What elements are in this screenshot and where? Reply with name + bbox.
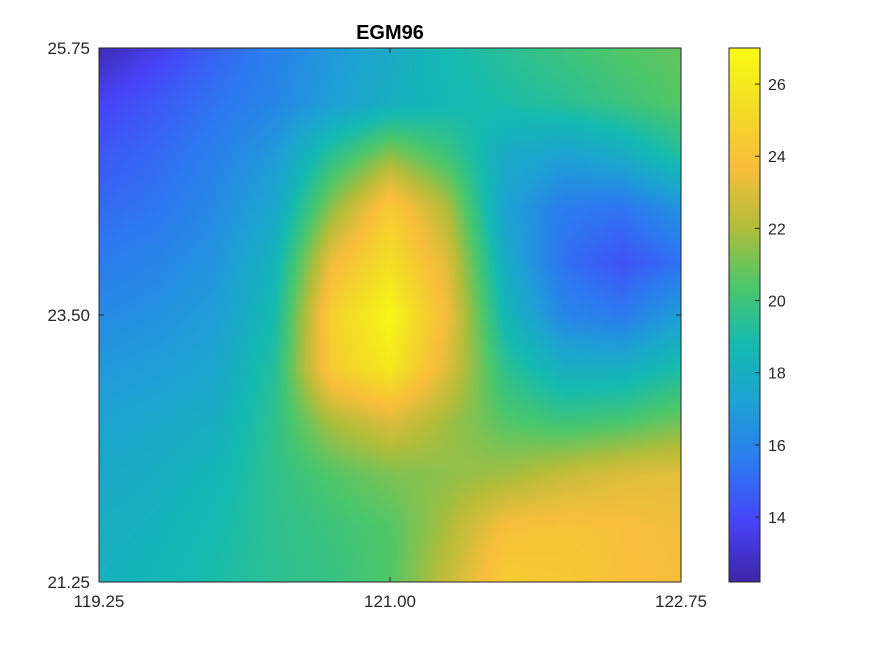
colorbar-tick-label: 26	[768, 77, 786, 94]
x-tick-label: 119.25	[74, 592, 125, 611]
x-tick-label: 121.00	[364, 592, 416, 611]
colorbar-tick-label: 14	[768, 510, 786, 527]
chart-title: EGM96	[356, 22, 424, 44]
y-axis: 25.75 23.50 21.25	[47, 39, 681, 592]
x-tick-label: 122.75	[655, 592, 707, 611]
colorbar-ticks: 14 16 18 20 22 24 26	[755, 77, 786, 527]
colorbar-tick-label: 18	[768, 366, 786, 383]
colorbar-tick-label: 16	[768, 438, 786, 455]
y-tick-label: 21.25	[47, 573, 90, 592]
plot-area[interactable]: 119.25 121.00 122.75 25.75 23.50 21.25	[47, 39, 707, 611]
x-axis: 119.25 121.00 122.75	[74, 48, 707, 611]
geoid-heatmap	[99, 48, 681, 582]
colorbar-tick-label: 22	[768, 221, 786, 238]
colorbar-tick-label: 20	[768, 294, 786, 311]
colorbar: 14 16 18 20 22 24 26	[728, 47, 786, 583]
colorbar-tick-label: 24	[768, 149, 786, 166]
y-tick-label: 25.75	[47, 39, 90, 58]
colorbar-gradient	[729, 48, 760, 582]
colorbar-frame	[728, 47, 761, 583]
y-tick-label: 23.50	[47, 306, 90, 325]
